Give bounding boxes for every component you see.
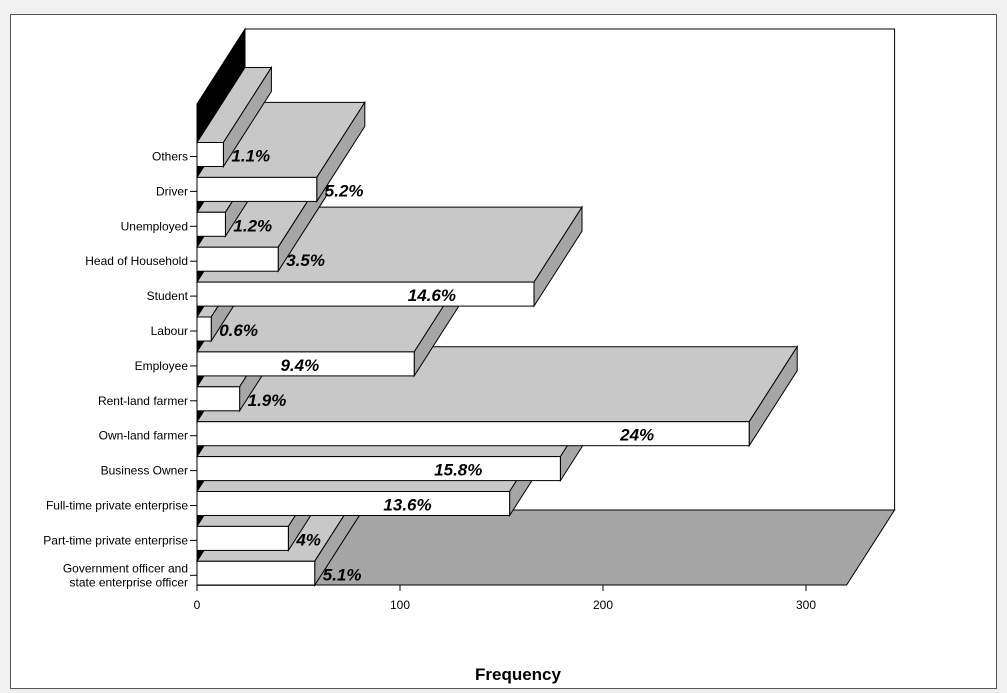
x-tick-label: 200 bbox=[593, 598, 613, 612]
bar-value-label: 3.5% bbox=[286, 251, 325, 270]
axis-group: Others Driver Unemployed Head of Household S… bbox=[43, 134, 847, 612]
y-tick-label: Rent-land farmer bbox=[98, 394, 188, 408]
bar-front-face bbox=[196, 176, 318, 202]
bar-1 bbox=[196, 65, 273, 169]
bar-value-label: 15.8% bbox=[434, 461, 482, 480]
y-tick-label: Head of Household bbox=[85, 254, 188, 268]
y-tick-label: Others bbox=[152, 150, 188, 164]
bar-front-face bbox=[196, 491, 511, 516]
bar-value-label: 24% bbox=[619, 426, 654, 445]
bar-front-face bbox=[196, 386, 241, 412]
y-tick-label: Government officer and state enterprise o… bbox=[63, 561, 188, 589]
bar-front-face bbox=[196, 142, 224, 167]
bar-front-face bbox=[196, 560, 316, 586]
bar-value-label: 4% bbox=[295, 530, 321, 549]
bar-value-label: 1.9% bbox=[248, 391, 287, 410]
x-tick-label: 100 bbox=[390, 598, 410, 612]
y-tick-label: Driver bbox=[156, 184, 188, 198]
bar-value-label: 5.2% bbox=[325, 181, 364, 200]
bar-front-face bbox=[196, 246, 279, 272]
bar-value-label: 1.2% bbox=[233, 216, 272, 235]
bar-value-label: 1.1% bbox=[231, 147, 270, 166]
bar-value-label: 5.1% bbox=[323, 565, 362, 584]
bar-value-label: 13.6% bbox=[383, 496, 431, 515]
x-tick-label: 0 bbox=[194, 598, 201, 612]
y-tick-label: Full-time private enterprise bbox=[46, 499, 188, 513]
bar-front-face bbox=[196, 316, 212, 342]
bar-value-label: 9.4% bbox=[280, 356, 319, 375]
y-tick-label: Own-land farmer bbox=[99, 429, 188, 443]
bar-value-label: 0.6% bbox=[219, 321, 258, 340]
bar-front-face bbox=[196, 351, 415, 377]
bars-group: 1.1% 5.2% 1.2% 3.5% 14.6% 0.6% 9.4% 1.9% 24% 15.8… bbox=[196, 65, 799, 588]
y-tick-label: Business Owner bbox=[101, 464, 188, 478]
y-tick-label: Unemployed bbox=[121, 219, 188, 233]
y-tick-label: Part-time private enterprise bbox=[43, 533, 188, 547]
bar-front-face bbox=[196, 525, 289, 551]
y-tick-label: Labour bbox=[151, 324, 188, 338]
x-tick-label: 300 bbox=[796, 598, 816, 612]
bar-value-label: 14.6% bbox=[408, 286, 456, 305]
x-axis-title: Frequency bbox=[475, 665, 562, 684]
y-tick-label: Student bbox=[147, 289, 189, 303]
bar-front-face bbox=[196, 421, 750, 447]
y-tick-label: Employee bbox=[135, 359, 189, 373]
bar-front-face bbox=[196, 456, 561, 482]
bar-front-face bbox=[196, 281, 535, 307]
bar-front-face bbox=[196, 211, 226, 237]
